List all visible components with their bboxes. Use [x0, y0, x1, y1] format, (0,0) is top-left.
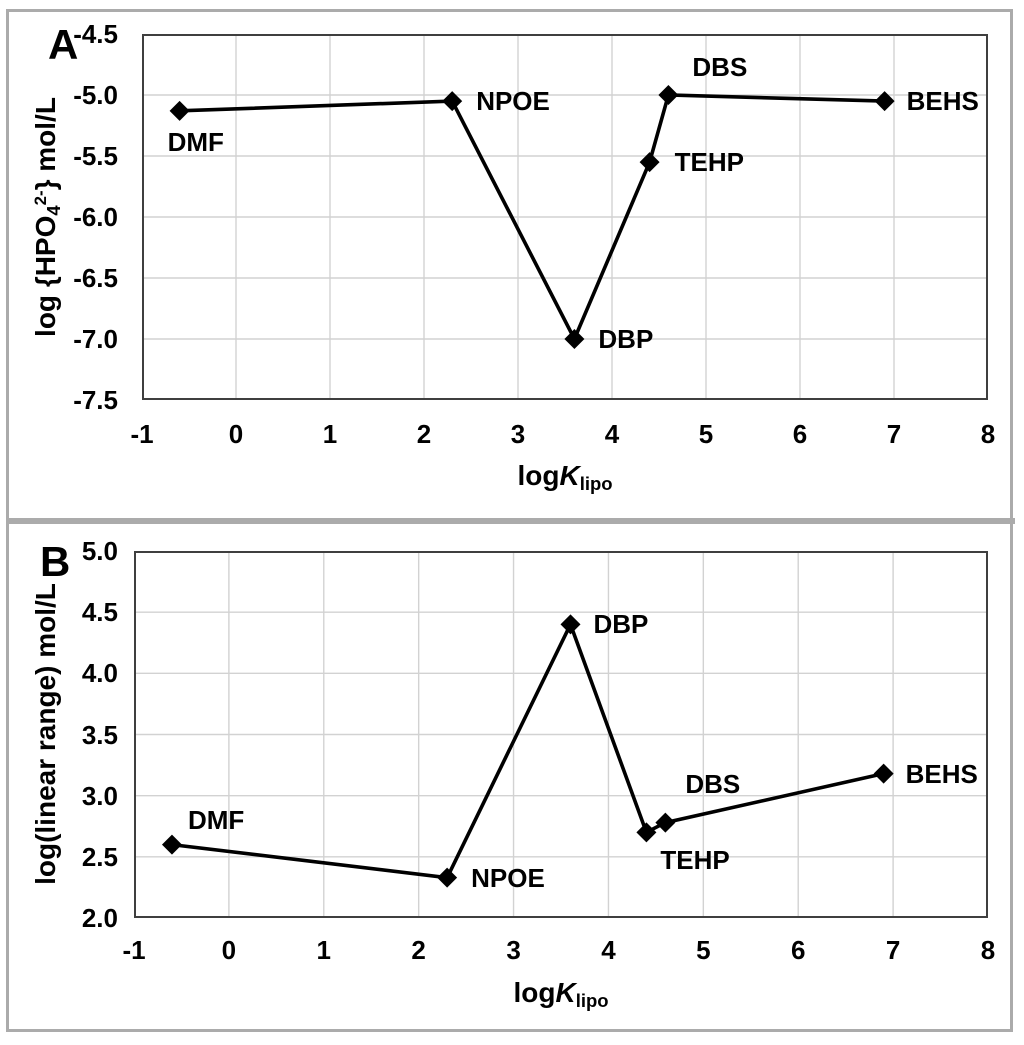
panel-divider: [9, 518, 1015, 524]
